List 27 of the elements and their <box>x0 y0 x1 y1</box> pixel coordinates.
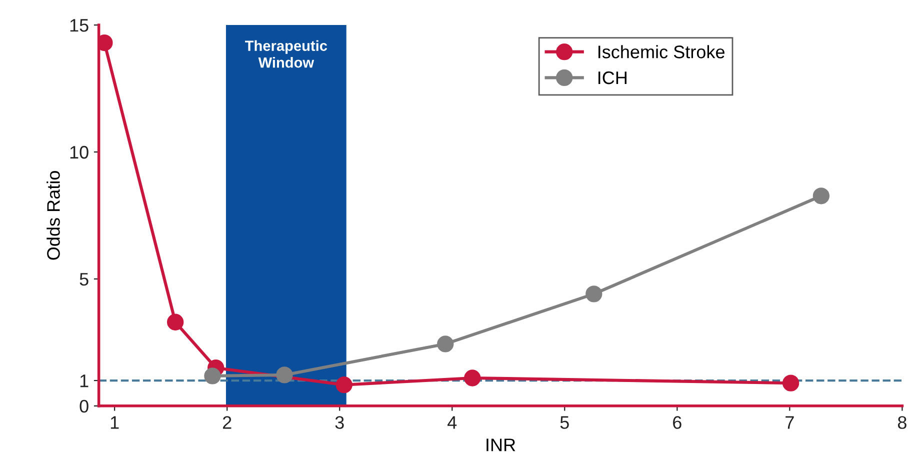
point <box>276 366 293 384</box>
y-tick-label: 0 <box>80 400 88 413</box>
point <box>782 374 800 392</box>
point <box>437 336 454 352</box>
x-tick-label: 7 <box>786 416 794 429</box>
x-axis-title: INR <box>486 438 516 452</box>
y-tick-label: 10 <box>70 146 88 159</box>
y-tick-label: 1 <box>80 374 88 388</box>
x-tick-label: 6 <box>673 416 682 429</box>
legend-label: Ischemic Stroke <box>598 45 724 58</box>
point <box>812 188 830 204</box>
point <box>586 286 602 302</box>
legend-label: ICH <box>598 71 626 84</box>
x-tick-label: 1 <box>110 416 119 429</box>
x-tick-label: 5 <box>560 416 569 429</box>
band-label: Therapeutic Window <box>245 40 328 68</box>
x-tick-label: 4 <box>448 416 457 429</box>
point <box>464 370 481 386</box>
x-tick-label: 8 <box>898 416 906 429</box>
y-axis-title: Odds Ratio <box>46 171 60 260</box>
point <box>204 368 221 384</box>
y-tick-label: 5 <box>80 273 88 286</box>
point <box>167 314 184 330</box>
point <box>336 376 352 394</box>
x-tick-label: 3 <box>335 416 344 429</box>
x-tick-label: 2 <box>222 416 232 429</box>
y-tick-label: 15 <box>70 19 88 32</box>
